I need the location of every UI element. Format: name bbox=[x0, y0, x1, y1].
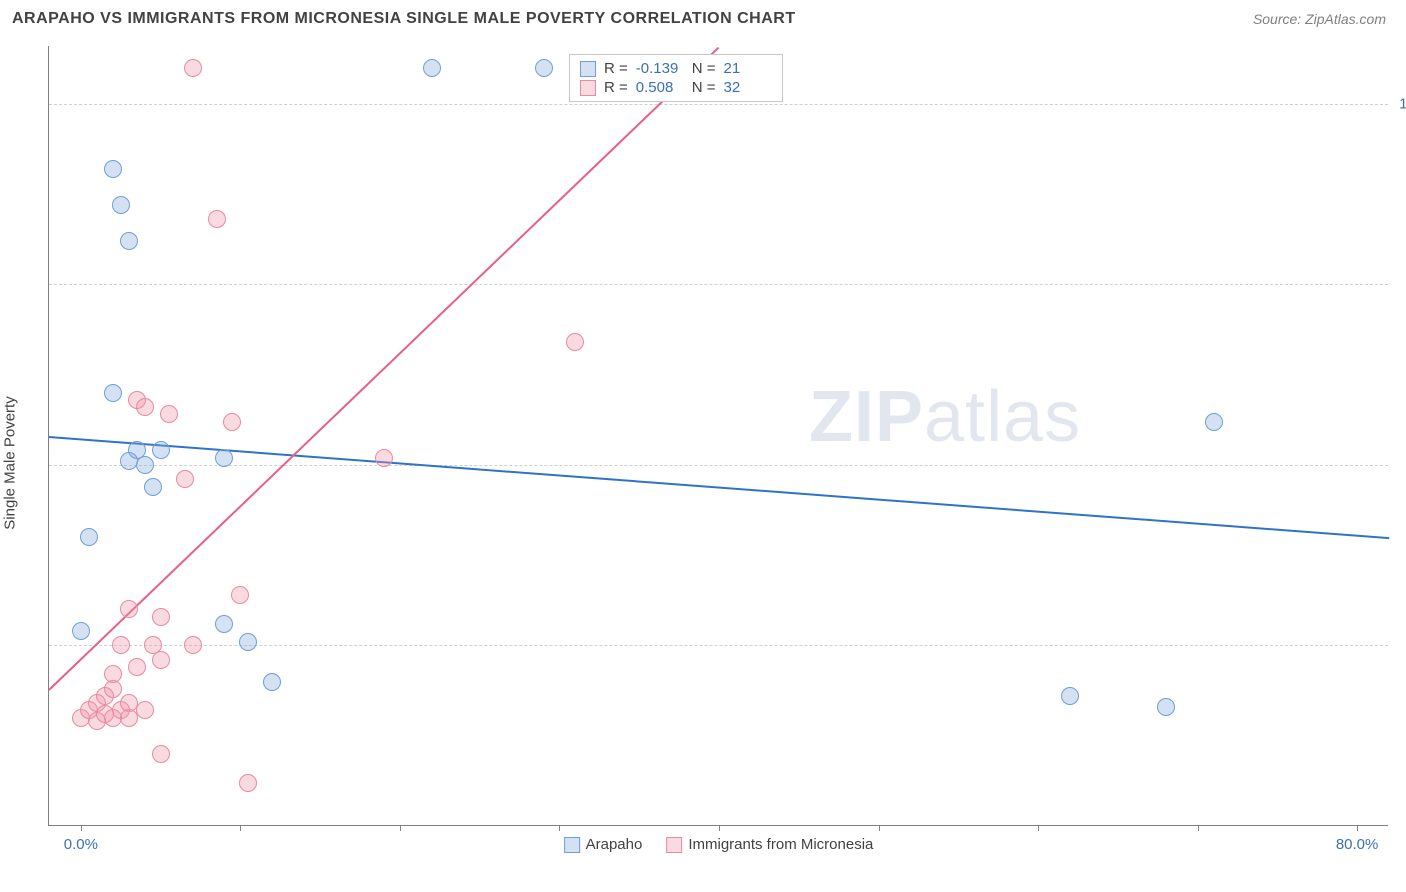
legend-swatch bbox=[580, 80, 596, 96]
data-point bbox=[120, 600, 138, 618]
x-tick bbox=[240, 825, 241, 831]
data-point bbox=[152, 441, 170, 459]
legend-bottom: Arapaho Immigrants from Micronesia bbox=[564, 836, 874, 853]
data-point bbox=[535, 59, 553, 77]
chart-area: Single Male Poverty ZIPatlas 25.0%50.0%7… bbox=[0, 38, 1406, 888]
watermark: ZIPatlas bbox=[809, 376, 1081, 458]
y-axis-label: Single Male Poverty bbox=[2, 396, 19, 529]
x-tick bbox=[81, 825, 82, 831]
gridline bbox=[49, 104, 1388, 105]
stat-n-value: 21 bbox=[724, 60, 772, 77]
data-point bbox=[231, 586, 249, 604]
data-point bbox=[176, 470, 194, 488]
data-point bbox=[263, 673, 281, 691]
legend-swatch bbox=[564, 837, 580, 853]
data-point bbox=[80, 528, 98, 546]
x-tick bbox=[719, 825, 720, 831]
data-point bbox=[1205, 413, 1223, 431]
x-tick bbox=[1357, 825, 1358, 831]
x-tick bbox=[1038, 825, 1039, 831]
y-tick-label: 75.0% bbox=[1394, 276, 1406, 293]
stat-r-value: -0.139 bbox=[636, 60, 684, 77]
data-point bbox=[184, 59, 202, 77]
legend-label: Immigrants from Micronesia bbox=[688, 836, 873, 853]
stat-label: N = bbox=[692, 79, 716, 96]
stat-n-value: 32 bbox=[724, 79, 772, 96]
data-point bbox=[112, 636, 130, 654]
plot-region: ZIPatlas 25.0%50.0%75.0%100.0%0.0%80.0%R… bbox=[48, 46, 1388, 826]
x-tick bbox=[559, 825, 560, 831]
data-point bbox=[152, 608, 170, 626]
y-tick-label: 50.0% bbox=[1394, 456, 1406, 473]
data-point bbox=[1157, 698, 1175, 716]
data-point bbox=[184, 636, 202, 654]
stats-row: R = 0.508 N = 32 bbox=[580, 78, 772, 97]
watermark-bold: ZIP bbox=[809, 377, 924, 457]
data-point bbox=[144, 478, 162, 496]
x-tick-label: 0.0% bbox=[64, 836, 98, 853]
data-point bbox=[215, 615, 233, 633]
stats-legend: R = -0.139 N = 21 R = 0.508 N = 32 bbox=[569, 54, 783, 102]
data-point bbox=[136, 398, 154, 416]
data-point bbox=[239, 633, 257, 651]
trend-line bbox=[48, 46, 720, 690]
x-tick bbox=[1198, 825, 1199, 831]
stat-label: R = bbox=[604, 60, 628, 77]
trend-line bbox=[49, 436, 1389, 539]
data-point bbox=[152, 651, 170, 669]
legend-swatch bbox=[666, 837, 682, 853]
stats-row: R = -0.139 N = 21 bbox=[580, 59, 772, 78]
data-point bbox=[160, 405, 178, 423]
x-tick bbox=[879, 825, 880, 831]
data-point bbox=[223, 413, 241, 431]
data-point bbox=[208, 210, 226, 228]
data-point bbox=[566, 333, 584, 351]
legend-item: Immigrants from Micronesia bbox=[666, 836, 873, 853]
data-point bbox=[239, 774, 257, 792]
chart-title: ARAPAHO VS IMMIGRANTS FROM MICRONESIA SI… bbox=[12, 10, 796, 28]
legend-label: Arapaho bbox=[586, 836, 643, 853]
gridline bbox=[49, 465, 1388, 466]
data-point bbox=[152, 745, 170, 763]
data-point bbox=[1061, 687, 1079, 705]
data-point bbox=[136, 701, 154, 719]
legend-item: Arapaho bbox=[564, 836, 643, 853]
y-tick-label: 25.0% bbox=[1394, 637, 1406, 654]
gridline bbox=[49, 284, 1388, 285]
stat-label: N = bbox=[692, 60, 716, 77]
watermark-light: atlas bbox=[924, 377, 1081, 457]
data-point bbox=[215, 449, 233, 467]
data-point bbox=[120, 232, 138, 250]
data-point bbox=[128, 658, 146, 676]
data-point bbox=[104, 384, 122, 402]
data-point bbox=[112, 196, 130, 214]
legend-swatch bbox=[580, 61, 596, 77]
x-tick-label: 80.0% bbox=[1336, 836, 1379, 853]
stat-r-value: 0.508 bbox=[636, 79, 684, 96]
y-tick-label: 100.0% bbox=[1394, 95, 1406, 112]
data-point bbox=[423, 59, 441, 77]
x-tick bbox=[400, 825, 401, 831]
data-point bbox=[104, 160, 122, 178]
data-point bbox=[136, 456, 154, 474]
source-label: Source: ZipAtlas.com bbox=[1253, 11, 1386, 27]
data-point bbox=[72, 622, 90, 640]
data-point bbox=[104, 665, 122, 683]
stat-label: R = bbox=[604, 79, 628, 96]
data-point bbox=[375, 449, 393, 467]
